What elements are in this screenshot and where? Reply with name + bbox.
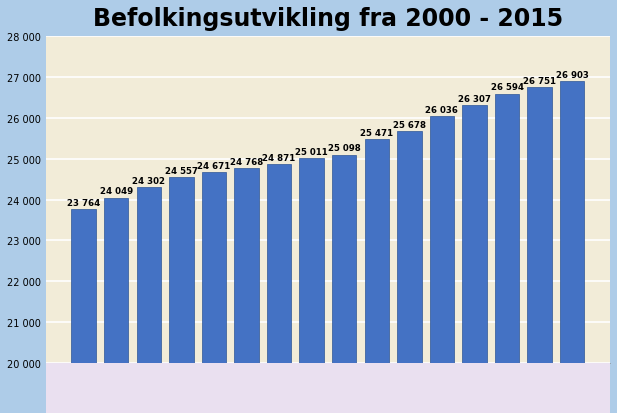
Text: 26 903: 26 903 xyxy=(556,71,589,79)
Bar xyxy=(267,164,291,413)
Text: 26 036: 26 036 xyxy=(426,106,458,115)
Bar xyxy=(202,173,226,413)
Bar xyxy=(234,169,259,413)
Bar xyxy=(462,106,487,413)
Bar xyxy=(299,159,324,413)
Text: 24 768: 24 768 xyxy=(230,157,263,166)
Bar xyxy=(528,88,552,413)
Bar xyxy=(332,155,357,413)
Bar xyxy=(136,188,161,413)
Text: 25 471: 25 471 xyxy=(360,129,394,138)
Bar xyxy=(495,94,520,413)
Bar xyxy=(169,177,194,413)
Text: 23 764: 23 764 xyxy=(67,199,101,207)
Bar xyxy=(365,140,389,413)
Text: 24 671: 24 671 xyxy=(197,161,231,171)
Text: 26 594: 26 594 xyxy=(491,83,524,92)
Bar xyxy=(560,82,584,413)
Bar xyxy=(397,132,421,413)
Text: 25 098: 25 098 xyxy=(328,144,360,153)
Text: 25 678: 25 678 xyxy=(393,121,426,129)
Text: 24 049: 24 049 xyxy=(100,187,133,196)
Title: Befolkingsutvikling fra 2000 - 2015: Befolkingsutvikling fra 2000 - 2015 xyxy=(93,7,563,31)
Text: 26 751: 26 751 xyxy=(523,77,556,85)
Text: 24 302: 24 302 xyxy=(132,176,165,185)
Text: 26 307: 26 307 xyxy=(458,95,491,104)
Bar xyxy=(72,210,96,413)
Text: 25 011: 25 011 xyxy=(296,147,328,157)
Text: 24 871: 24 871 xyxy=(262,153,296,162)
Text: 24 557: 24 557 xyxy=(165,166,198,175)
Bar xyxy=(429,117,454,413)
Bar xyxy=(104,198,128,413)
